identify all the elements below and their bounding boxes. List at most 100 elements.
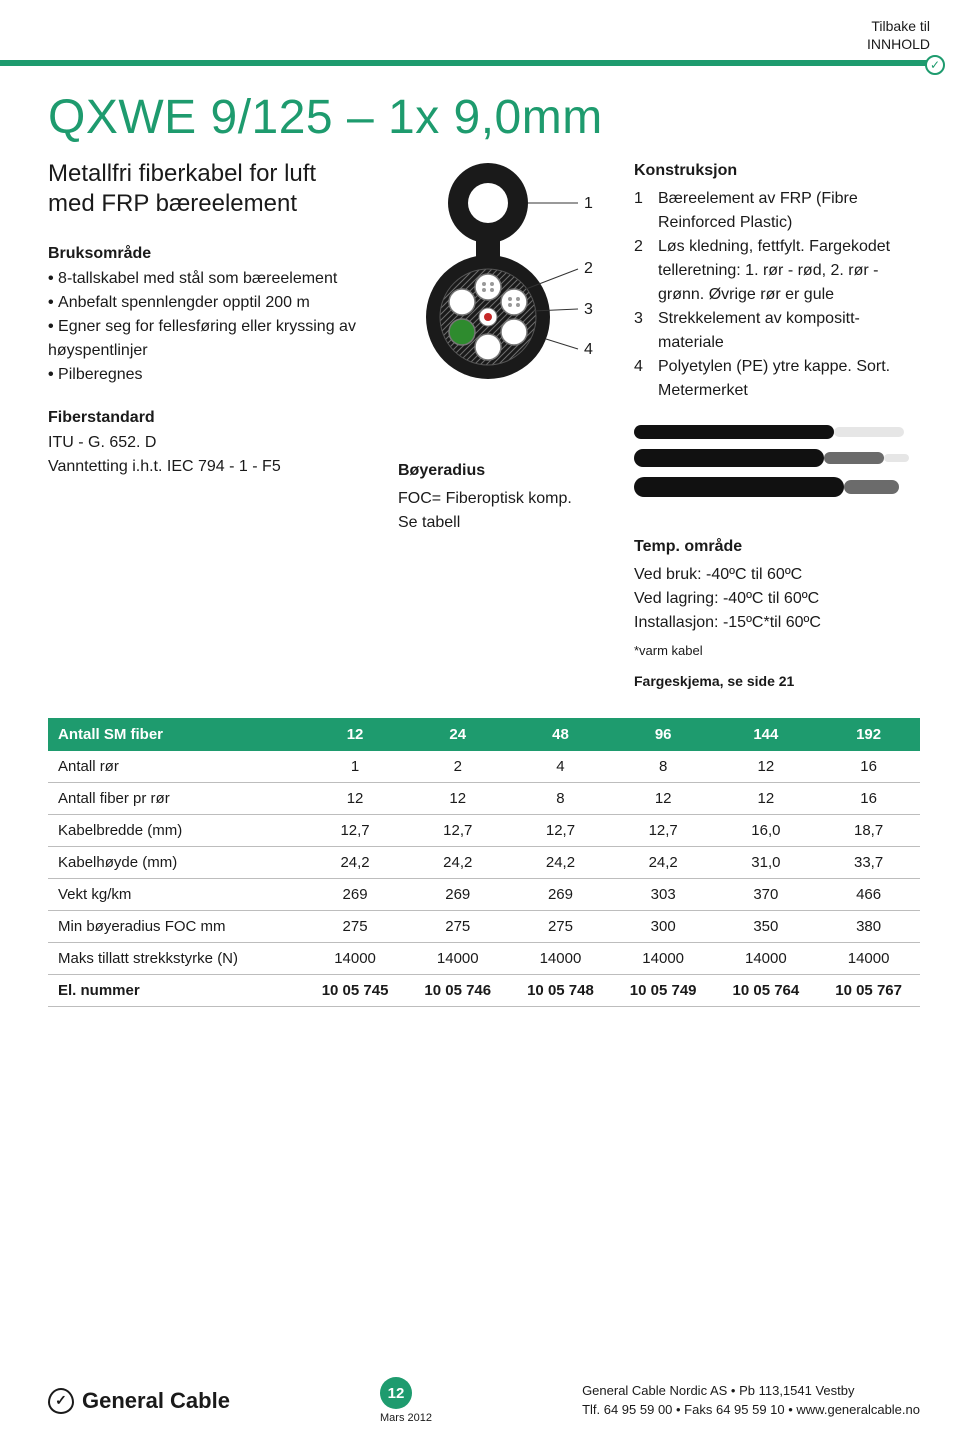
cell: 1 — [304, 751, 407, 783]
cell: 275 — [304, 910, 407, 942]
spec-table: Antall SM fiber 12 24 48 96 144 192 Anta… — [48, 718, 920, 1007]
cell: 33,7 — [817, 846, 920, 878]
subtitle: Metallfri fiberkabel for luft med FRP bæ… — [48, 159, 368, 219]
text-line: ITU - G. 652. D — [48, 431, 368, 455]
table-row: Kabelhøyde (mm)24,224,224,224,231,033,7 — [48, 846, 920, 878]
cell: 12 — [715, 751, 818, 783]
col-header: 24 — [406, 718, 509, 751]
list-item: Pilberegnes — [48, 363, 368, 387]
list-item: Egner seg for fellesføring eller kryssin… — [48, 315, 368, 363]
cell: 31,0 — [715, 846, 818, 878]
temp-lines: Ved bruk: -40ºC til 60ºC Ved lagring: -4… — [634, 563, 920, 635]
row-label: Antall fiber pr rør — [48, 782, 304, 814]
text-line: FOC= Fiberoptisk komp. — [398, 487, 608, 511]
back-line1: Tilbake til — [871, 18, 930, 34]
table-row: El. nummer10 05 74510 05 74610 05 74810 … — [48, 974, 920, 1006]
svg-text:2: 2 — [584, 260, 593, 277]
cell: 10 05 764 — [715, 974, 818, 1006]
cell: 14000 — [304, 942, 407, 974]
cell: 300 — [612, 910, 715, 942]
cell: 10 05 767 — [817, 974, 920, 1006]
page-number-badge: 12 — [380, 1377, 412, 1409]
header-rule — [0, 60, 930, 66]
cell: 269 — [304, 878, 407, 910]
bruksomrade-list: 8-tallskabel med stål som bæreelement An… — [48, 267, 368, 387]
back-to-contents-link[interactable]: Tilbake til INNHOLD — [867, 18, 930, 53]
table-row: Maks tillatt strekkstyrke (N)14000140001… — [48, 942, 920, 974]
fargeskjema-ref: Fargeskjema, se side 21 — [634, 671, 920, 692]
cell: 16,0 — [715, 814, 818, 846]
row-label: Vekt kg/km — [48, 878, 304, 910]
page-footer: ✓ General Cable 12 Mars 2012 General Cab… — [48, 1377, 920, 1424]
logo-text: General Cable — [82, 1388, 230, 1414]
svg-text:3: 3 — [584, 301, 593, 318]
cell: 12 — [715, 782, 818, 814]
footer-contact: General Cable Nordic AS • Pb 113,1541 Ve… — [582, 1382, 920, 1420]
konstruksjon-list: 1Bæreelement av FRP (Fibre Reinforced Pl… — [634, 187, 920, 403]
page-content: QXWE 9/125 – 1x 9,0mm Metallfri fiberkab… — [48, 90, 920, 1007]
list-item: 8-tallskabel med stål som bæreelement — [48, 267, 368, 291]
col-header: Antall SM fiber — [48, 718, 304, 751]
cell: 2 — [406, 751, 509, 783]
cell: 14000 — [715, 942, 818, 974]
cell: 269 — [509, 878, 612, 910]
row-label: Kabelhøyde (mm) — [48, 846, 304, 878]
cell: 275 — [406, 910, 509, 942]
temp-heading: Temp. område — [634, 535, 920, 559]
text-line: Se tabell — [398, 511, 608, 535]
cell: 14000 — [612, 942, 715, 974]
cell: 10 05 745 — [304, 974, 407, 1006]
cell: 12 — [304, 782, 407, 814]
cell: 18,7 — [817, 814, 920, 846]
list-item: 2Løs kledning, fettfylt. Fargekodet tell… — [634, 235, 920, 307]
cable-cross-section-diagram: 1 2 3 4 — [398, 159, 608, 409]
footer-center: 12 Mars 2012 — [380, 1377, 432, 1424]
boyeradius-heading: Bøyeradius — [398, 459, 608, 483]
header-shield-icon: ✓ — [925, 55, 945, 75]
cell: 14000 — [509, 942, 612, 974]
table-row: Min bøyeradius FOC mm275275275300350380 — [48, 910, 920, 942]
cell: 24,2 — [509, 846, 612, 878]
cell: 269 — [406, 878, 509, 910]
cell: 4 — [509, 751, 612, 783]
text-line: Installasjon: -15ºC*til 60ºC — [634, 611, 920, 635]
row-label: Antall rør — [48, 751, 304, 783]
cell: 14000 — [817, 942, 920, 974]
table-row: Antall fiber pr rør12128121216 — [48, 782, 920, 814]
list-item: Anbefalt spennlengder opptil 200 m — [48, 291, 368, 315]
cell: 24,2 — [612, 846, 715, 878]
list-item: 3Strekkelement av kompositt-materiale — [634, 307, 920, 355]
temp-note: *varm kabel — [634, 641, 920, 661]
col-header: 96 — [612, 718, 715, 751]
col-header: 48 — [509, 718, 612, 751]
row-label: Kabelbredde (mm) — [48, 814, 304, 846]
cell: 350 — [715, 910, 818, 942]
svg-text:4: 4 — [584, 341, 593, 358]
cell: 16 — [817, 751, 920, 783]
contact-line: Tlf. 64 95 59 00 • Faks 64 95 59 10 • ww… — [582, 1401, 920, 1420]
back-line2: INNHOLD — [867, 36, 930, 52]
fiberstandard-lines: ITU - G. 652. D Vanntetting i.h.t. IEC 7… — [48, 431, 368, 479]
row-label: El. nummer — [48, 974, 304, 1006]
cell: 380 — [817, 910, 920, 942]
konstruksjon-heading: Konstruksjon — [634, 159, 920, 183]
text-line: Ved lagring: -40ºC til 60ºC — [634, 587, 920, 611]
cell: 14000 — [406, 942, 509, 974]
list-item: 1Bæreelement av FRP (Fibre Reinforced Pl… — [634, 187, 920, 235]
text-line: Vanntetting i.h.t. IEC 794 - 1 - F5 — [48, 455, 368, 479]
cell: 12,7 — [612, 814, 715, 846]
cell: 12,7 — [406, 814, 509, 846]
col-header: 192 — [817, 718, 920, 751]
row-label: Min bøyeradius FOC mm — [48, 910, 304, 942]
table-row: Antall rør12481216 — [48, 751, 920, 783]
row-label: Maks tillatt strekkstyrke (N) — [48, 942, 304, 974]
cell: 370 — [715, 878, 818, 910]
bruksomrade-heading: Bruksområde — [48, 245, 368, 263]
cell: 24,2 — [406, 846, 509, 878]
list-item: 4Polyetylen (PE) ytre kappe. Sort. Meter… — [634, 355, 920, 403]
cell: 12,7 — [304, 814, 407, 846]
cell: 10 05 749 — [612, 974, 715, 1006]
cell: 10 05 746 — [406, 974, 509, 1006]
cell: 466 — [817, 878, 920, 910]
cell: 12,7 — [509, 814, 612, 846]
